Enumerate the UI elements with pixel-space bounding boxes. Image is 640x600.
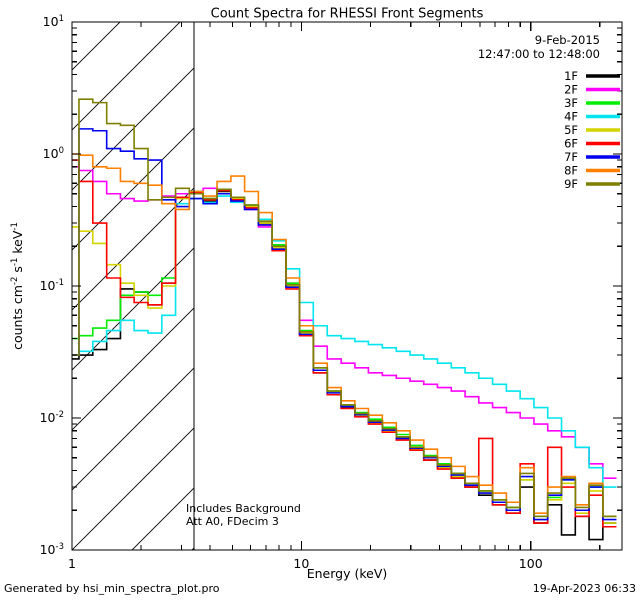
series-line-9f [72, 98, 617, 518]
series-line-4f [72, 195, 617, 488]
legend-label-4f[interactable]: 4F [564, 110, 578, 124]
legend-label-9f[interactable]: 9F [564, 177, 578, 191]
y-tick-label: 10-3 [40, 542, 64, 557]
hatch-stripe [62, 360, 640, 600]
legend-time-range: 12:47:00 to 12:48:00 [478, 47, 600, 61]
hatch-stripe [72, 307, 194, 431]
chart-title: Count Spectra for RHESSI Front Segments [211, 7, 484, 22]
hatch-stripe [72, 427, 194, 550]
legend-label-2f[interactable]: 2F [564, 83, 578, 97]
x-axis-tick-labels: 1 10 100 [68, 556, 543, 571]
hatch-stripe [131, 487, 194, 550]
footer-right-text: 19-Apr-2023 06:33 [533, 582, 636, 595]
legend-label-3f[interactable]: 3F [564, 96, 578, 110]
series-line-2f [72, 165, 617, 479]
legend-label-8f[interactable]: 8F [564, 164, 578, 178]
series-line-8f [72, 153, 617, 518]
legend-label-6f[interactable]: 6F [564, 137, 578, 151]
x-axis-title: Energy (keV) [307, 566, 388, 581]
y-tick-label: 101 [43, 14, 64, 29]
series-line-6f [72, 159, 617, 528]
y-tick-label: 10-2 [40, 410, 64, 425]
y-axis-tick-labels: 101 100 10-1 10-2 10-3 [40, 14, 64, 557]
legend-date: 9-Feb-2015 [535, 33, 600, 47]
annotation-line-2: Att A0, FDecim 3 [186, 515, 279, 528]
series-line-5f [72, 189, 617, 524]
hatch-stripe [72, 67, 194, 191]
legend-label-1f[interactable]: 1F [564, 69, 578, 83]
series-layer [72, 98, 617, 541]
hatched-exclusion-region [62, 22, 640, 600]
plot-frame [71, 21, 623, 551]
hatch-stripe [72, 22, 181, 131]
hatch-stripe [62, 300, 640, 600]
hatch-stripe [72, 127, 194, 251]
hatch-stripe [62, 180, 640, 600]
hatch-stripe [72, 187, 194, 311]
hatch-stripe [72, 247, 194, 371]
x-tick-label: 100 [519, 556, 543, 571]
y-tick-label: 100 [43, 146, 64, 161]
hatch-stripe [72, 367, 194, 491]
axis-ticks [71, 21, 622, 551]
y-axis-title: counts cm-2 s-1 keV-1 [10, 222, 25, 350]
annotation-line-1: Includes Background [186, 502, 301, 515]
series-line-3f [72, 188, 617, 518]
series-line-1f [72, 190, 617, 541]
footer-left-text: Generated by hsi_min_spectra_plot.pro [4, 582, 220, 595]
legend-label-5f[interactable]: 5F [564, 123, 578, 137]
x-tick-label: 1 [68, 556, 76, 571]
x-tick-label: 10 [293, 556, 309, 571]
y-tick-label: 10-1 [40, 278, 64, 293]
legend-label-7f[interactable]: 7F [564, 150, 578, 164]
series-line-7f [72, 128, 617, 521]
